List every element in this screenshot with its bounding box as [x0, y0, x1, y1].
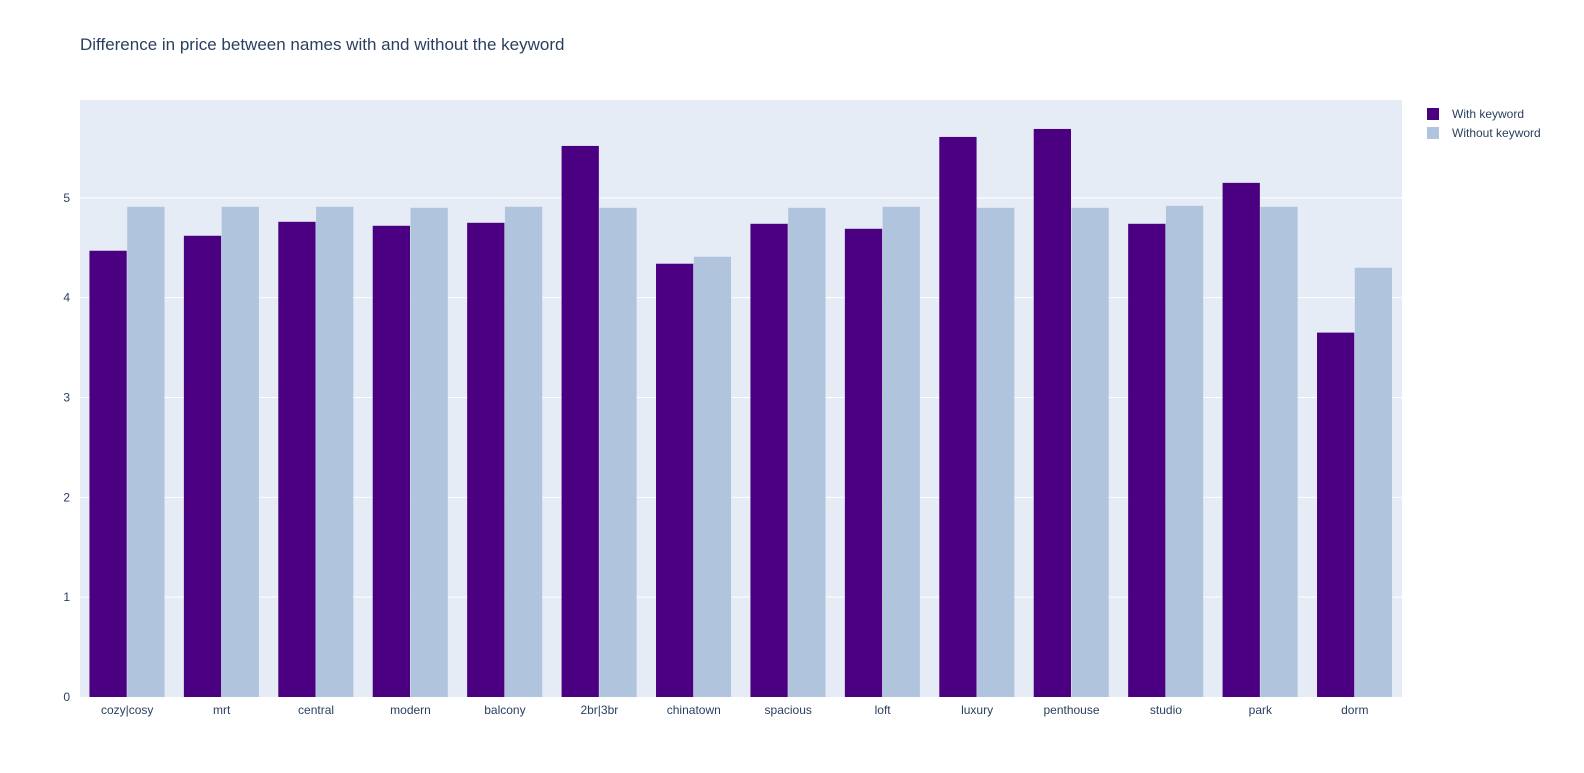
bar-with-keyword[interactable]: [278, 221, 316, 697]
bar-with-keyword[interactable]: [1033, 128, 1071, 697]
bar-without-keyword[interactable]: [316, 206, 354, 697]
bar-with-keyword[interactable]: [467, 222, 505, 697]
x-tick-label: mrt: [213, 703, 231, 717]
bar-with-keyword[interactable]: [1317, 332, 1355, 697]
x-tick-label: penthouse: [1043, 703, 1099, 717]
bar-with-keyword[interactable]: [1128, 223, 1166, 697]
bar-without-keyword[interactable]: [504, 206, 543, 697]
legend-item-with-keyword[interactable]: With keyword: [1427, 107, 1524, 121]
bar-without-keyword[interactable]: [410, 207, 448, 697]
legend-swatch: [1427, 127, 1439, 139]
y-tick-label: 1: [63, 590, 70, 604]
bar-with-keyword[interactable]: [89, 250, 127, 697]
bar-with-keyword[interactable]: [750, 223, 788, 697]
bar-without-keyword[interactable]: [127, 206, 165, 697]
legend-label: Without keyword: [1452, 126, 1541, 140]
bar-without-keyword[interactable]: [1071, 207, 1109, 697]
bar-without-keyword[interactable]: [788, 207, 826, 697]
y-tick-label: 4: [63, 291, 70, 305]
bar-without-keyword[interactable]: [1165, 205, 1204, 697]
bar-with-keyword[interactable]: [561, 145, 599, 697]
y-axis-ticks: 0 1 2 3 4 5: [63, 191, 70, 704]
x-tick-label: balcony: [484, 703, 525, 717]
bar-without-keyword[interactable]: [221, 206, 259, 697]
bar-without-keyword[interactable]: [1354, 267, 1393, 697]
y-tick-label: 3: [63, 391, 70, 405]
bar-without-keyword[interactable]: [599, 207, 637, 697]
bar-without-keyword[interactable]: [977, 207, 1015, 697]
x-tick-label: cozy|cosy: [101, 703, 153, 717]
y-tick-label: 2: [63, 490, 70, 504]
x-tick-label: park: [1249, 703, 1273, 717]
bar-without-keyword[interactable]: [693, 256, 732, 697]
x-tick-label: chinatown: [667, 703, 721, 717]
bar-with-keyword[interactable]: [1222, 182, 1260, 697]
legend-label: With keyword: [1452, 107, 1524, 121]
bar-with-keyword[interactable]: [372, 225, 410, 697]
x-axis-ticks: cozy|cosy mrt central modern balcony 2br|3br c…: [101, 703, 1368, 717]
x-tick-label: loft: [875, 703, 892, 717]
bar-with-keyword[interactable]: [939, 136, 977, 698]
legend-item-without-keyword[interactable]: Without keyword: [1427, 126, 1541, 140]
x-tick-label: modern: [390, 703, 431, 717]
x-tick-label: central: [298, 703, 334, 717]
legend-swatch: [1427, 108, 1439, 120]
y-tick-label: 5: [63, 191, 70, 205]
x-tick-label: dorm: [1341, 703, 1368, 717]
bar-with-keyword[interactable]: [656, 263, 694, 697]
bar-without-keyword[interactable]: [1260, 206, 1298, 697]
x-tick-label: spacious: [765, 703, 812, 717]
legend[interactable]: With keyword Without keyword: [1427, 107, 1541, 140]
bars: [89, 128, 1393, 698]
bar-with-keyword[interactable]: [844, 228, 883, 697]
x-tick-label: studio: [1150, 703, 1182, 717]
y-tick-label: 0: [63, 690, 70, 704]
chart-title: Difference in price between names with a…: [80, 35, 564, 54]
x-tick-label: 2br|3br: [580, 703, 618, 717]
bar-with-keyword[interactable]: [183, 235, 222, 697]
x-tick-label: luxury: [961, 703, 993, 717]
bar-without-keyword[interactable]: [882, 206, 920, 697]
